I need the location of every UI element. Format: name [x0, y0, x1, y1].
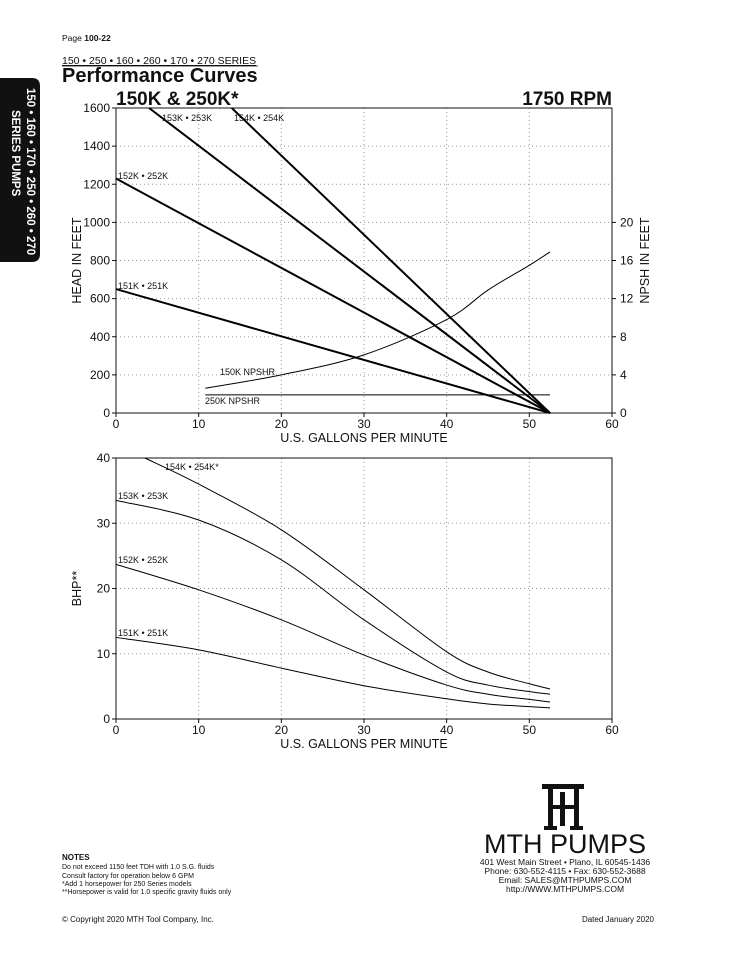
series-label: 152K • 252K: [118, 171, 168, 181]
x-tick-label: 30: [357, 723, 371, 737]
note-line: Do not exceed 1150 feet TDH with 1.0 S.G…: [62, 864, 215, 871]
y2-tick-label: 4: [620, 368, 627, 382]
series-label: 153K • 253K: [118, 491, 168, 501]
address-line: Phone: 630-552-4115 • Fax: 630-552-3688: [484, 866, 645, 876]
y2-axis-label: NPSH IN FEET: [638, 217, 652, 303]
x-tick-label: 50: [523, 723, 537, 737]
y-axis-label: BHP**: [70, 571, 84, 607]
x-tick-label: 0: [113, 723, 120, 737]
series-line: [115, 499, 551, 695]
y2-tick-label: 12: [620, 292, 634, 306]
chart-subtitle: 1750 RPM: [522, 89, 612, 110]
x-tick-label: 60: [605, 723, 619, 737]
chart-title: 150K & 250K*: [116, 89, 239, 110]
series-heading: 150 • 250 • 160 • 260 • 170 • 270 SERIES: [62, 55, 256, 67]
series-line: [115, 288, 551, 414]
y2-tick-label: 20: [620, 215, 634, 229]
page-id: 100-22: [84, 33, 111, 43]
series-line: [115, 563, 551, 703]
note-line: Consult factory for operation below 6 GP…: [62, 873, 194, 880]
notes-title: NOTES: [62, 853, 90, 862]
page-title: Performance Curves: [62, 65, 258, 87]
logo-mark: [542, 784, 584, 830]
y-tick-label: 200: [90, 368, 110, 382]
y-axis-label: HEAD IN FEET: [70, 217, 84, 303]
y-tick-label: 400: [90, 330, 110, 344]
series-label: 151K • 251K: [118, 281, 168, 291]
address-line: Email: SALES@MTHPUMPS.COM: [499, 875, 632, 885]
x-tick-label: 10: [192, 417, 206, 431]
y-tick-label: 20: [97, 582, 111, 596]
y-tick-label: 1200: [83, 177, 110, 191]
y-tick-label: 1000: [83, 215, 110, 229]
plot-frame: [115, 457, 613, 720]
series-label: 153K • 253K: [162, 113, 212, 123]
y-tick-label: 600: [90, 292, 110, 306]
side-tab-text: SERIES PUMPS: [9, 110, 21, 197]
x-tick-label: 10: [192, 723, 206, 737]
x-axis-label: U.S. GALLONS PER MINUTE: [280, 737, 447, 751]
y-tick-label: 1600: [83, 101, 110, 115]
x-tick-label: 20: [275, 723, 289, 737]
y-tick-label: 0: [103, 712, 110, 726]
y-tick-label: 0: [103, 406, 110, 420]
series-line: [148, 107, 551, 414]
address-line: 401 West Main Street • Plano, IL 60545-1…: [480, 857, 651, 867]
page-number: Page 100-22: [62, 33, 111, 43]
x-tick-label: 60: [605, 417, 619, 431]
address-line: http://WWW.MTHPUMPS.COM: [506, 884, 624, 894]
series-label: 154K • 254K*: [165, 462, 219, 472]
x-tick-label: 0: [113, 417, 120, 431]
series-label: 152K • 252K: [118, 555, 168, 565]
x-tick-label: 50: [523, 417, 537, 431]
note-line: **Horsepower is valid for 1.0 specific g…: [62, 889, 232, 896]
series-line: [115, 177, 551, 414]
series-line: [231, 107, 551, 414]
company-name: MTH PUMPS: [484, 829, 646, 859]
series-line: [115, 636, 551, 709]
x-tick-label: 30: [357, 417, 371, 431]
y-tick-label: 1400: [83, 139, 110, 153]
y2-tick-label: 16: [620, 254, 634, 268]
copyright: © Copyright 2020 MTH Tool Company, Inc.: [62, 915, 214, 924]
series-label: 250K NPSHR: [205, 396, 261, 406]
note-line: *Add 1 horsepower for 250 Series models: [62, 881, 192, 888]
series-label: 150K NPSHR: [220, 367, 276, 377]
side-tab-text: 150 • 160 • 170 • 250 • 260 • 270: [24, 88, 36, 255]
y-tick-label: 30: [97, 516, 111, 530]
x-tick-label: 40: [440, 417, 454, 431]
dated: Dated January 2020: [582, 915, 655, 924]
plot-frame: [115, 107, 613, 414]
page-label: Page: [62, 33, 82, 43]
y-tick-label: 40: [97, 451, 111, 465]
chart: 0 10 20 30 40 50 60020040060080010001200140016…: [70, 89, 652, 445]
x-axis-label: U.S. GALLONS PER MINUTE: [280, 431, 447, 445]
side-tab: [0, 78, 40, 262]
y-tick-label: 10: [97, 647, 111, 661]
x-tick-label: 20: [275, 417, 289, 431]
series-label: 154K • 254K: [234, 113, 284, 123]
series-label: 151K • 251K: [118, 628, 168, 638]
y2-tick-label: 8: [620, 330, 627, 344]
x-tick-label: 40: [440, 723, 454, 737]
y2-tick-label: 0: [620, 406, 627, 420]
series-line: [144, 457, 551, 690]
y-tick-label: 800: [90, 254, 110, 268]
charts: 0 10 20 30 40 50 60020040060080010001200140016…: [70, 89, 652, 751]
series-line: [205, 251, 551, 389]
